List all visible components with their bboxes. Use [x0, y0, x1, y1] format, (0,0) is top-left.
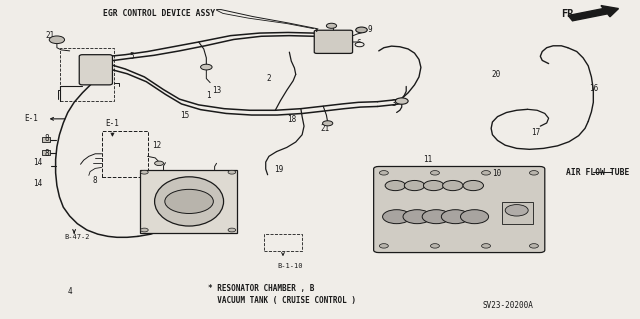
- Circle shape: [431, 244, 440, 248]
- Text: E-1: E-1: [24, 114, 38, 123]
- Circle shape: [155, 161, 164, 166]
- Circle shape: [481, 171, 490, 175]
- Text: VACUUM TANK ( CRUISE CONTROL ): VACUUM TANK ( CRUISE CONTROL ): [208, 296, 356, 305]
- Circle shape: [141, 170, 148, 174]
- Circle shape: [355, 42, 364, 47]
- Circle shape: [323, 121, 333, 126]
- Text: 1: 1: [206, 92, 211, 100]
- Circle shape: [404, 181, 425, 191]
- Text: 17: 17: [531, 128, 540, 137]
- Text: AIR FLOW TUBE: AIR FLOW TUBE: [566, 168, 630, 177]
- Text: 6: 6: [356, 39, 360, 48]
- Text: B-47-2: B-47-2: [65, 234, 90, 240]
- Text: 9: 9: [367, 25, 372, 34]
- Circle shape: [385, 181, 406, 191]
- FancyBboxPatch shape: [42, 137, 50, 142]
- Text: FR.: FR.: [561, 9, 580, 19]
- Text: * RESONATOR CHAMBER , B: * RESONATOR CHAMBER , B: [208, 284, 315, 293]
- Text: 15: 15: [180, 111, 189, 120]
- Circle shape: [529, 171, 538, 175]
- Circle shape: [228, 170, 236, 174]
- Text: 14: 14: [33, 158, 42, 167]
- Text: 8: 8: [44, 134, 49, 143]
- FancyBboxPatch shape: [140, 170, 237, 233]
- Circle shape: [529, 244, 538, 248]
- FancyBboxPatch shape: [79, 55, 113, 85]
- Text: 3: 3: [391, 100, 396, 108]
- Text: B-1-10: B-1-10: [277, 263, 303, 269]
- Circle shape: [228, 228, 236, 232]
- Circle shape: [481, 244, 490, 248]
- Text: 11: 11: [422, 155, 432, 164]
- Circle shape: [505, 204, 528, 216]
- Text: 21: 21: [46, 31, 55, 40]
- Text: 20: 20: [492, 70, 501, 79]
- Text: E-1: E-1: [106, 119, 120, 128]
- Circle shape: [443, 181, 463, 191]
- Circle shape: [431, 171, 440, 175]
- Text: 8: 8: [44, 149, 49, 158]
- Circle shape: [396, 98, 408, 104]
- Text: 7: 7: [157, 196, 161, 205]
- Text: SV23-20200A: SV23-20200A: [483, 301, 534, 310]
- Text: EGR CONTROL DEVICE ASSY: EGR CONTROL DEVICE ASSY: [102, 9, 214, 18]
- Circle shape: [424, 181, 444, 191]
- Text: 12: 12: [152, 141, 162, 150]
- Circle shape: [326, 23, 337, 28]
- Circle shape: [380, 171, 388, 175]
- FancyBboxPatch shape: [314, 30, 353, 53]
- Text: 18: 18: [287, 115, 296, 124]
- Circle shape: [200, 64, 212, 70]
- Text: 19: 19: [274, 165, 283, 174]
- Circle shape: [49, 36, 65, 44]
- Circle shape: [442, 210, 469, 224]
- Ellipse shape: [155, 177, 223, 226]
- Text: 8: 8: [93, 176, 97, 185]
- FancyBboxPatch shape: [42, 150, 50, 155]
- Text: 21: 21: [321, 124, 330, 133]
- Circle shape: [463, 181, 483, 191]
- Text: 5: 5: [129, 52, 134, 61]
- Text: 13: 13: [212, 86, 221, 95]
- Circle shape: [461, 210, 488, 224]
- Text: 14: 14: [33, 179, 42, 188]
- Text: 10: 10: [492, 169, 501, 178]
- Text: 16: 16: [589, 84, 598, 93]
- Circle shape: [165, 189, 213, 213]
- Circle shape: [403, 210, 431, 224]
- FancyBboxPatch shape: [502, 202, 532, 224]
- Circle shape: [383, 210, 411, 224]
- Text: 4: 4: [67, 287, 72, 296]
- Circle shape: [356, 27, 367, 33]
- FancyArrow shape: [568, 5, 618, 21]
- Circle shape: [380, 244, 388, 248]
- Circle shape: [422, 210, 451, 224]
- Text: 2: 2: [267, 74, 271, 83]
- FancyBboxPatch shape: [374, 167, 545, 253]
- Circle shape: [141, 228, 148, 232]
